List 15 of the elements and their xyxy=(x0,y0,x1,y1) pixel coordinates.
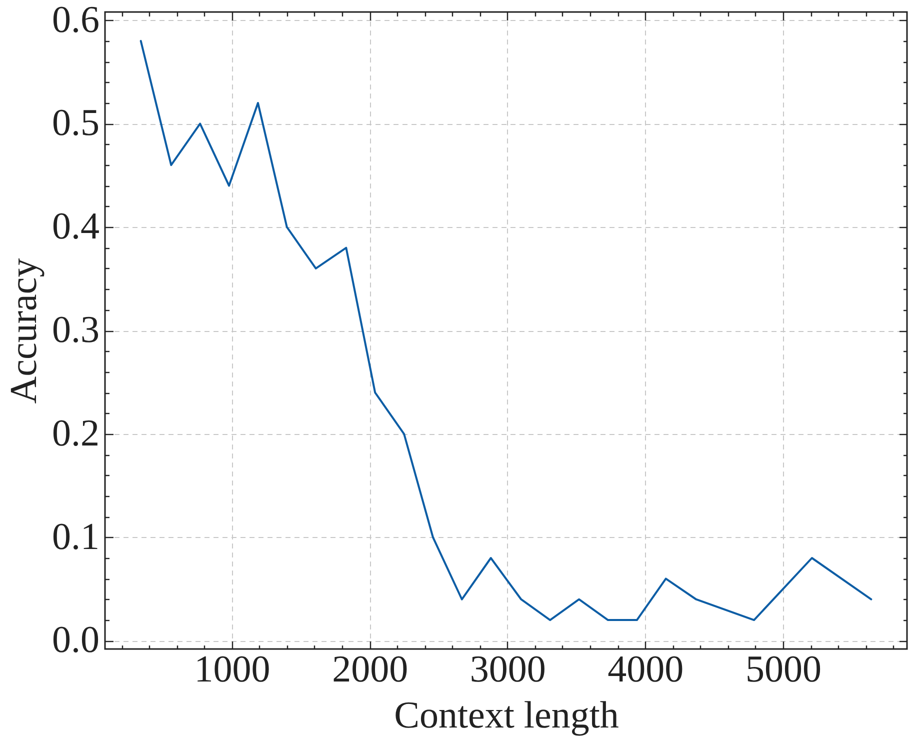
x-tick-label: 5000 xyxy=(745,648,822,690)
y-tick-label: 0.3 xyxy=(52,309,100,351)
y-tick-label: 0.0 xyxy=(52,619,100,662)
y-tick-label: 0.1 xyxy=(52,516,100,558)
y-tick-label: 0.5 xyxy=(52,102,100,144)
x-tick-label: 2000 xyxy=(332,648,408,690)
y-tick-label: 0.2 xyxy=(52,412,100,454)
line-series xyxy=(140,40,872,622)
y-tick-label: 0.4 xyxy=(52,206,100,248)
y-axis-title: Accuracy xyxy=(3,258,45,404)
x-axis-title: Context length xyxy=(394,694,619,736)
x-tick-label: 3000 xyxy=(470,648,546,690)
x-tick-label: 1000 xyxy=(194,648,270,690)
x-tick-label: 4000 xyxy=(608,648,684,690)
y-tick-label: 0.6 xyxy=(52,0,100,41)
